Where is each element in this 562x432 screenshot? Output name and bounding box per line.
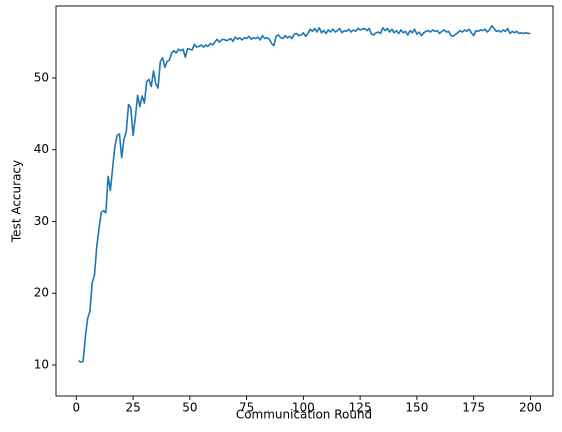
x-tick-label: 175 (462, 401, 485, 415)
x-tick-label: 50 (182, 401, 197, 415)
x-tick-label: 200 (519, 401, 542, 415)
y-tick-label: 10 (34, 358, 49, 372)
y-tick-label: 50 (34, 70, 49, 84)
x-tick-label: 125 (349, 401, 372, 415)
x-tick-label: 150 (405, 401, 428, 415)
y-tick-label: 40 (34, 142, 49, 156)
data-line (78, 24, 531, 363)
x-tick-label: 75 (239, 401, 254, 415)
x-tick-label: 100 (292, 401, 315, 415)
y-axis-label: Test Accuracy (10, 160, 24, 243)
plot-frame (55, 5, 554, 397)
x-axis-label: Communication Round (236, 408, 372, 422)
x-tick-label: 0 (73, 401, 81, 415)
y-tick-label: 20 (34, 286, 49, 300)
x-tick-label: 25 (125, 401, 140, 415)
y-tick-label: 30 (34, 214, 49, 228)
